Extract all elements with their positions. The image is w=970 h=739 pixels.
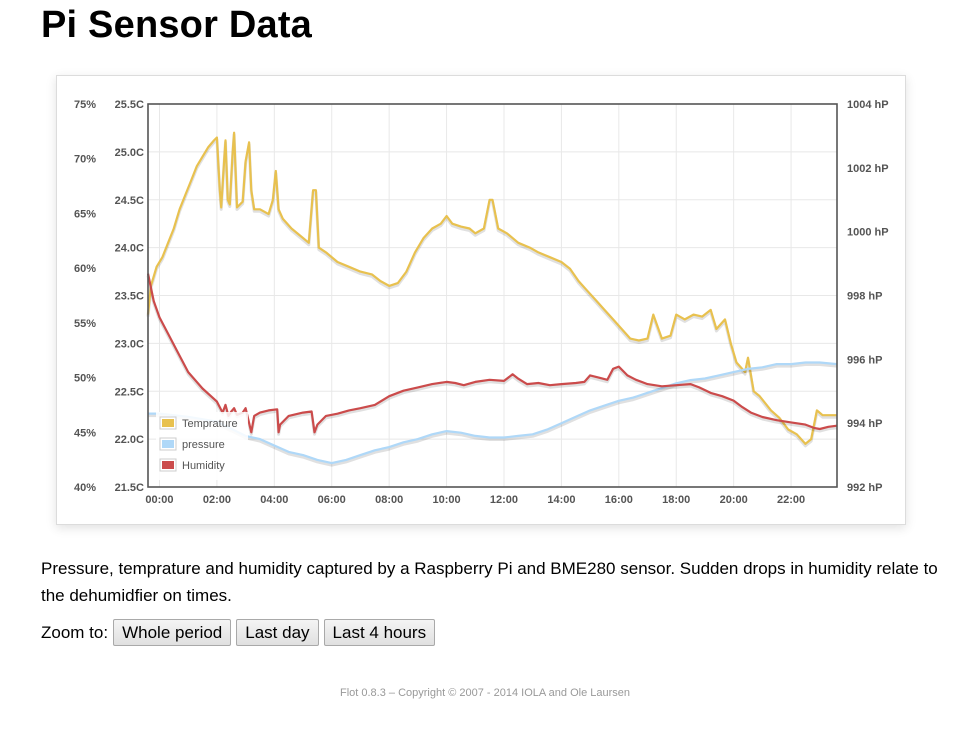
temperature-tick-label: 23.5C bbox=[115, 291, 144, 303]
pressure-series-shadow bbox=[148, 363, 838, 467]
pressure-tick-label: 996 hP bbox=[847, 354, 882, 366]
pressure-tick-label: 998 hP bbox=[847, 291, 882, 303]
x-tick-label: 18:00 bbox=[662, 494, 690, 506]
temperature-tick-label: 24.5C bbox=[115, 195, 144, 207]
x-tick-label: 04:00 bbox=[260, 494, 288, 506]
x-tick-label: 08:00 bbox=[375, 494, 403, 506]
humidity-tick-label: 50% bbox=[74, 373, 96, 385]
x-tick-label: 22:00 bbox=[777, 494, 805, 506]
x-tick-label: 06:00 bbox=[318, 494, 346, 506]
pressure-tick-label: 992 hP bbox=[847, 482, 882, 494]
humidity-tick-label: 60% bbox=[74, 263, 96, 275]
temperature-tick-label: 21.5C bbox=[115, 482, 144, 494]
plot-border bbox=[147, 103, 838, 488]
footer-credit: Flot 0.8.3 – Copyright © 2007 - 2014 IOL… bbox=[339, 687, 630, 699]
zoom-label: Zoom to: bbox=[41, 622, 109, 642]
temprature-series-line bbox=[146, 131, 837, 445]
pressure-series-line bbox=[148, 361, 838, 465]
x-tick-label: 02:00 bbox=[203, 494, 231, 506]
pressure-legend-label: pressure bbox=[182, 439, 225, 451]
sensor-line-chart: 40% 45% 50% 55% 60% 65% 70% 75% 21.5C 22.0C 22.5C 2… bbox=[74, 99, 889, 506]
temperature-tick-label: 23.0C bbox=[115, 338, 144, 350]
humidity-tick-label: 40% bbox=[74, 482, 96, 494]
humidity-tick-label: 70% bbox=[74, 154, 96, 166]
temperature-tick-label: 24.0C bbox=[115, 243, 144, 255]
pressure-tick-label: 1002 hP bbox=[847, 163, 889, 175]
humidity-tick-label: 75% bbox=[74, 99, 96, 111]
chart-container: 40% 45% 50% 55% 60% 65% 70% 75% 21.5C 22.0C 22.5C 2… bbox=[56, 75, 906, 525]
temperature-tick-label: 25.0C bbox=[115, 147, 144, 159]
zoom-controls: Zoom to: Whole period Last day Last 4 ho… bbox=[41, 619, 436, 646]
x-tick-label: 16:00 bbox=[605, 494, 633, 506]
x-tick-label: 20:00 bbox=[720, 494, 748, 506]
humidity-series-line bbox=[146, 273, 838, 434]
humidity-tick-label: 45% bbox=[74, 427, 96, 439]
x-tick-label: 10:00 bbox=[432, 494, 460, 506]
x-tick-label: 00:00 bbox=[145, 494, 173, 506]
temprature-legend-label: Temprature bbox=[182, 418, 238, 430]
temperature-tick-label: 22.0C bbox=[115, 434, 144, 446]
x-tick-label: 12:00 bbox=[490, 494, 518, 506]
pressure-tick-label: 1004 hP bbox=[847, 99, 889, 111]
page-title: Pi Sensor Data bbox=[41, 4, 313, 46]
zoom-last-day-button[interactable]: Last day bbox=[236, 619, 319, 646]
temperature-tick-label: 25.5C bbox=[115, 99, 144, 111]
humidity-tick-label: 65% bbox=[74, 208, 96, 220]
humidity-legend-swatch bbox=[162, 461, 174, 469]
x-tick-label: 14:00 bbox=[547, 494, 575, 506]
zoom-whole-period-button[interactable]: Whole period bbox=[113, 619, 232, 646]
pressure-legend-swatch bbox=[162, 440, 174, 448]
pressure-tick-label: 1000 hP bbox=[847, 227, 889, 239]
humidity-legend-label: Humidity bbox=[182, 460, 225, 472]
zoom-last-4-hours-button[interactable]: Last 4 hours bbox=[323, 619, 436, 646]
humidity-tick-label: 55% bbox=[74, 318, 96, 330]
chart-description: Pressure, temprature and humidity captur… bbox=[41, 559, 938, 605]
pressure-tick-label: 994 hP bbox=[847, 418, 882, 430]
temperature-tick-label: 22.5C bbox=[115, 386, 144, 398]
temprature-legend-swatch bbox=[162, 419, 174, 427]
